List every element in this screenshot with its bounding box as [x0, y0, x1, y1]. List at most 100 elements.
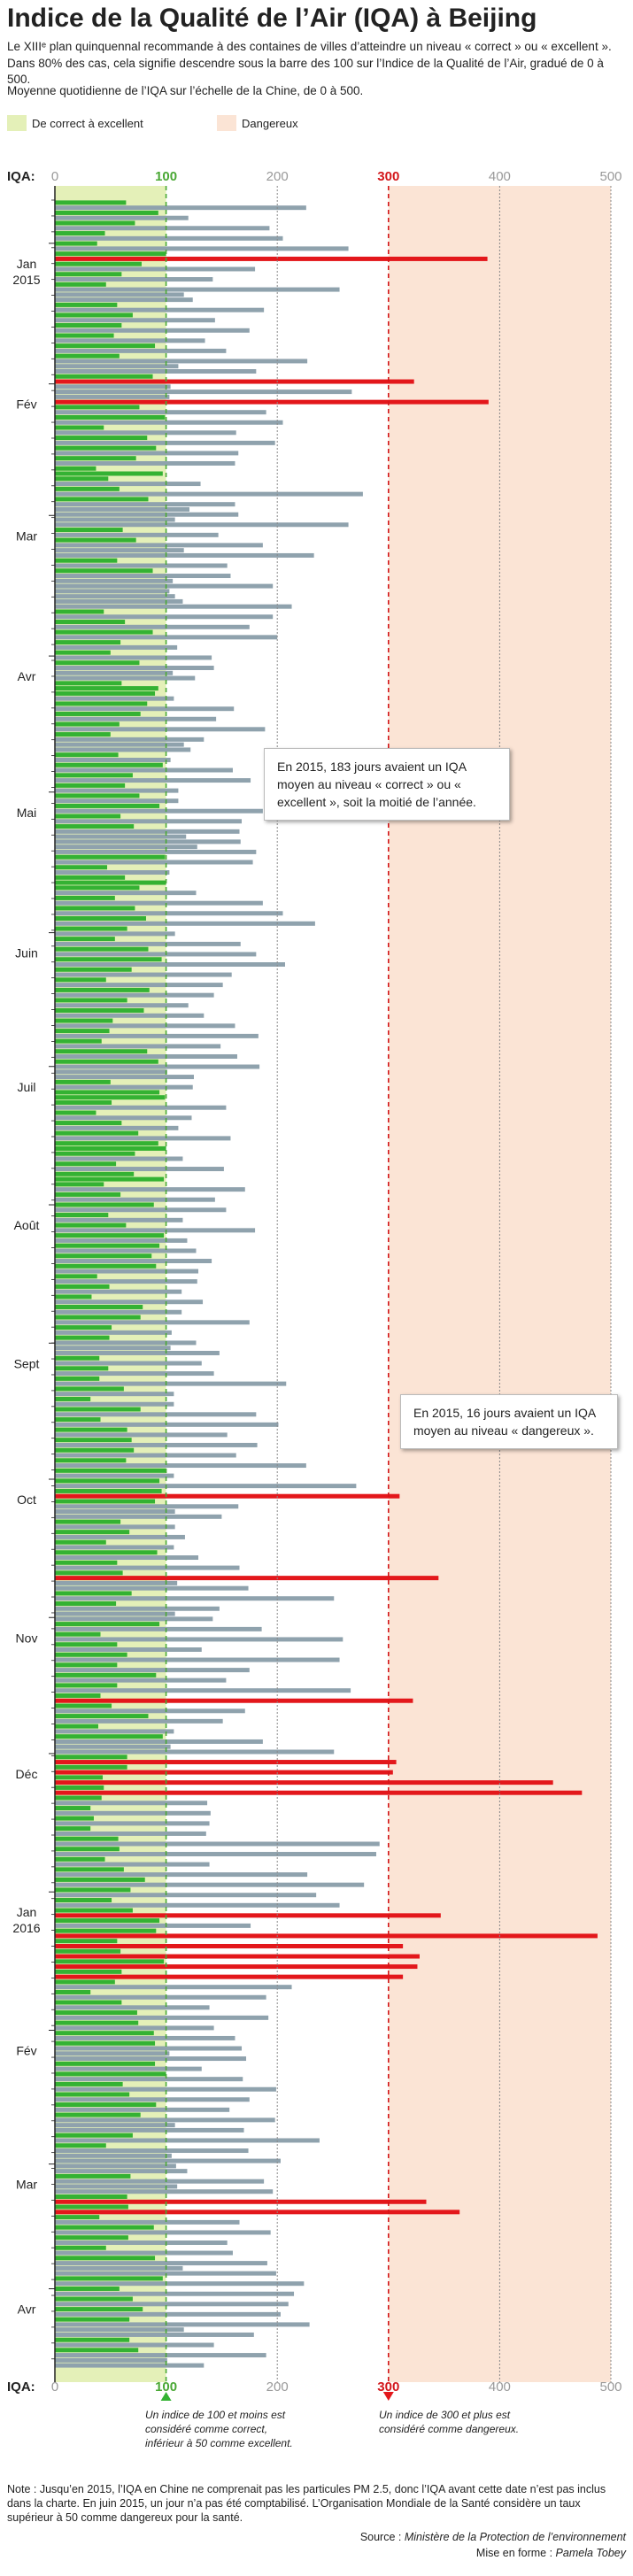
aqi-bar	[55, 2066, 202, 2071]
month-label: Sept	[14, 1356, 40, 1370]
aqi-bar	[55, 2281, 305, 2287]
aqi-bar	[55, 1908, 133, 1913]
good-threshold-marker	[160, 2392, 172, 2401]
aqi-bar	[55, 2357, 167, 2363]
aqi-bar	[55, 2086, 276, 2092]
aqi-bar	[55, 1933, 598, 1939]
aqi-bar	[55, 839, 241, 845]
aqi-bar	[55, 819, 243, 824]
aqi-bar	[55, 241, 97, 246]
aqi-bar	[55, 926, 127, 931]
aqi-bar	[55, 1816, 94, 1821]
legend-swatch-danger	[217, 115, 236, 131]
aqi-bar	[55, 1668, 250, 1673]
aqi-bar	[55, 379, 414, 384]
aqi-bar	[55, 1770, 393, 1775]
aqi-bar	[55, 2127, 244, 2133]
tick-label-100: 100	[155, 2379, 177, 2395]
aqi-bar	[55, 635, 278, 640]
footnote: Note : Jusqu’en 2015, l’IQA en Chine ne …	[7, 2483, 606, 2524]
aqi-bar	[55, 2265, 183, 2271]
page-title: Indice de la Qualité de l’Air (IQA) à Be…	[7, 4, 537, 33]
aqi-bar	[55, 1145, 166, 1151]
aqi-bar	[55, 1555, 199, 1561]
legend-label-danger: Dangereux	[242, 117, 298, 130]
aqi-bar	[55, 706, 235, 712]
aqi-bar	[55, 1432, 228, 1438]
tick-label-400: 400	[489, 169, 511, 184]
aqi-bar	[55, 1790, 583, 1795]
aqi-bar	[55, 711, 141, 716]
aqi-bar	[55, 870, 170, 875]
aqi-bar	[55, 1003, 189, 1008]
aqi-bar	[55, 528, 123, 533]
aqi-bar	[55, 1693, 101, 1698]
aqi-bar	[55, 2040, 156, 2046]
aqi-bar	[55, 1121, 122, 1126]
aqi-bar	[55, 1458, 127, 1463]
aqi-bar	[55, 1703, 112, 1708]
aqi-bar	[55, 1760, 397, 1765]
aqi-bar	[55, 2005, 210, 2010]
aqi-bar	[55, 737, 205, 742]
aqi-bar	[55, 1611, 175, 1616]
aqi-bar	[55, 1484, 357, 1489]
aqi-bar	[55, 517, 175, 522]
aqi-bar	[55, 1662, 118, 1668]
aqi-bar	[55, 292, 184, 297]
aqi-bar	[55, 1187, 245, 1192]
aqi-bar	[55, 552, 314, 558]
aqi-bar	[55, 1008, 144, 1013]
aqi-bar	[55, 650, 111, 655]
aqi-bar	[55, 891, 197, 896]
aqi-bar	[55, 1366, 109, 1371]
aqi-bar	[55, 773, 133, 778]
aqi-bar	[55, 1412, 257, 1417]
aqi-bar	[55, 1381, 287, 1386]
aqi-bar	[55, 788, 179, 793]
aqi-bar	[55, 583, 274, 589]
aqi-bar	[55, 1642, 118, 1647]
aqi-bar	[55, 1974, 404, 1979]
aqi-bar	[55, 1335, 110, 1340]
aqi-bar	[55, 1570, 123, 1576]
aqi-bar	[55, 1075, 194, 1080]
source-line: Source : Ministère de la Protection de l…	[360, 2530, 626, 2544]
aqi-bar	[55, 1392, 174, 1397]
aqi-bar	[55, 860, 253, 865]
aqi-bar	[55, 1289, 182, 1294]
aqi-bar	[55, 2184, 178, 2189]
aqi-bar	[55, 1176, 165, 1182]
aqi-bar	[55, 2337, 130, 2342]
aqi-bar	[55, 235, 283, 241]
aqi-bar	[55, 1939, 118, 1944]
aqi-bar	[55, 2148, 249, 2154]
aqi-bar	[55, 353, 120, 359]
month-label: 2016	[12, 1921, 40, 1935]
aqi-bar	[55, 1545, 174, 1550]
aqi-bar	[55, 2241, 228, 2245]
aqi-bar	[55, 2015, 269, 2020]
aqi-bar	[55, 537, 136, 543]
aqi-bar	[55, 1534, 185, 1539]
aqi-bar	[55, 1948, 121, 1954]
aqi-bar	[55, 2163, 176, 2169]
aqi-bar	[55, 2230, 271, 2235]
aqi-bar	[55, 1300, 204, 1305]
aqi-bar	[55, 2010, 137, 2016]
aqi-bar	[55, 1994, 266, 2000]
aqi-bar	[55, 1396, 91, 1401]
aqi-bar	[55, 1438, 132, 1443]
aqi-bar	[55, 1862, 210, 1867]
aqi-bar	[55, 1969, 122, 1974]
intro-line-1: Le XIIIᵉ plan quinquennal recommande à d…	[7, 40, 612, 53]
aqi-bar	[55, 1243, 160, 1248]
aqi-bar	[55, 1887, 131, 1893]
aqi-bar	[55, 1683, 118, 1688]
aqi-bar	[55, 885, 140, 891]
month-label: Mar	[16, 528, 37, 543]
aqi-bar	[55, 1913, 441, 1918]
aqi-bar	[55, 497, 149, 502]
aqi-bar	[55, 2133, 133, 2138]
